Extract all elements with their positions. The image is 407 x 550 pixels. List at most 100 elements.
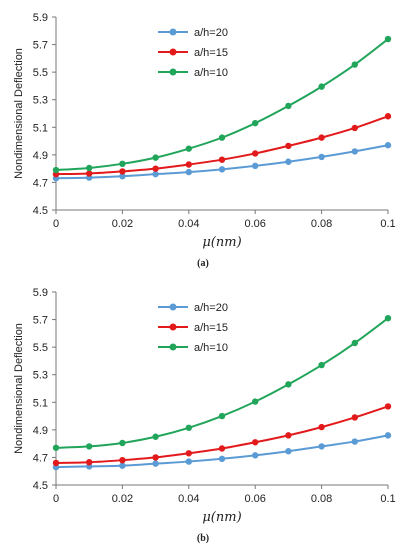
chart-b-y-tick-label: 5.5 xyxy=(33,342,48,354)
chart-a-svg: 4.5 4.7 4.9 5.1 5.3 5.5 5.7 5.9 0 0.02 0.04 0.06 0.0… xyxy=(13,12,396,269)
chart-a-data-point xyxy=(252,162,259,170)
chart-a-data-point xyxy=(285,102,292,110)
chart-a-y-tick-label: 5.9 xyxy=(33,12,48,24)
chart-b-x-tick-label: 0 xyxy=(53,493,59,505)
chart-b-data-point xyxy=(384,314,392,322)
chart-b-data-point xyxy=(252,452,259,459)
chart-b-data-point xyxy=(86,459,93,466)
chart-b-data-point xyxy=(351,438,358,445)
chart-a-data-point xyxy=(86,170,93,177)
chart-a-xlabel: μ(nm) xyxy=(202,235,241,250)
chart-a-y-tick-label: 5.1 xyxy=(33,122,48,134)
chart-b-y-tick-label: 4.5 xyxy=(33,480,48,492)
chart-b-data-point xyxy=(152,433,159,440)
chart-b-data-point xyxy=(218,445,226,452)
chart-a-data-point xyxy=(351,61,358,68)
chart-a-data-point xyxy=(218,156,226,163)
chart-b-data-point xyxy=(384,403,392,410)
chart-b-data-point xyxy=(285,432,292,439)
chart-b-data-point xyxy=(318,361,325,369)
chart-b-ylabel: Nondimensional Deflection xyxy=(13,323,25,454)
chart-a-data-point xyxy=(285,142,292,150)
chart-a-legend-label: a/h=20 xyxy=(194,27,228,39)
chart-b-x-tick-label: 0.04 xyxy=(178,493,199,505)
chart-a-legend-marker xyxy=(169,48,177,56)
chart-a-data-point xyxy=(218,166,226,173)
chart-b-data-point xyxy=(119,439,126,447)
chart-b-data-point xyxy=(318,443,325,450)
chart-a-data-point xyxy=(86,164,93,172)
chart-a-y-tick-label: 5.5 xyxy=(33,67,48,79)
chart-a-data-point xyxy=(185,161,192,168)
chart-b-legend-marker xyxy=(169,343,177,351)
chart-b-x-tick-label: 0.1 xyxy=(380,493,395,505)
chart-a-x-tick-label: 0 xyxy=(53,218,59,230)
chart-b-data-point xyxy=(351,414,358,421)
chart-b-data-point xyxy=(152,454,159,461)
chart-b-series-line xyxy=(55,317,389,449)
chart-b-data-point xyxy=(252,439,259,446)
chart-a-data-point xyxy=(152,165,159,172)
chart-b-y-tick-label: 5.1 xyxy=(33,397,48,409)
chart-panel-b: 4.5 4.7 4.9 5.1 5.3 5.5 5.7 5.9 0 0.02 0.04 0.06 0.0… xyxy=(0,275,407,550)
chart-a-caption: (a) xyxy=(197,258,209,269)
chart-b-data-point xyxy=(52,444,60,451)
chart-a-data-point xyxy=(252,150,259,157)
chart-a-x-tick-label: 0.04 xyxy=(178,218,199,230)
chart-b-y-tick-label: 4.9 xyxy=(33,425,48,437)
chart-a-y-tick-label: 4.7 xyxy=(33,177,48,189)
chart-a-data-point xyxy=(152,154,159,161)
chart-b-data-point xyxy=(119,462,126,469)
chart-a-data-point xyxy=(285,158,292,165)
chart-a-data-point xyxy=(152,170,159,178)
chart-a-y-tick-label: 4.9 xyxy=(33,150,48,162)
chart-b-caption: (b) xyxy=(197,533,209,544)
chart-a-data-point xyxy=(318,153,325,161)
chart-b-legend-marker xyxy=(169,323,177,331)
chart-b-data-point xyxy=(351,339,358,347)
chart-b-data-point xyxy=(86,443,93,450)
chart-a-data-point xyxy=(185,168,192,176)
chart-b-y-tick-label: 5.9 xyxy=(33,287,48,299)
chart-a-data-point xyxy=(384,142,392,149)
chart-b-data-point xyxy=(285,381,292,388)
chart-a-legend-label: a/h=15 xyxy=(194,47,228,59)
chart-a-data-point xyxy=(119,160,126,168)
chart-a-data-point xyxy=(119,173,126,180)
chart-b-data-point xyxy=(384,432,392,439)
chart-a-x-tick-label: 0.08 xyxy=(311,218,332,230)
chart-a-data-point xyxy=(185,145,192,152)
chart-a-y-tick-label: 5.3 xyxy=(33,95,48,107)
chart-a-x-tick-label: 0.02 xyxy=(112,218,133,230)
chart-b-y-tick-label: 5.7 xyxy=(33,315,48,327)
chart-b-xlabel: μ(nm) xyxy=(202,510,241,525)
chart-a-x-tick-label: 0.1 xyxy=(380,218,395,230)
chart-a-y-tick-label: 5.7 xyxy=(33,40,48,52)
chart-a-data-point xyxy=(351,148,358,155)
chart-b-legend-marker xyxy=(169,303,177,311)
chart-b-legend-label: a/h=10 xyxy=(194,342,228,354)
chart-b-svg: 4.5 4.7 4.9 5.1 5.3 5.5 5.7 5.9 0 0.02 0.04 0.06 0.0… xyxy=(13,287,396,544)
chart-panel-a: 4.5 4.7 4.9 5.1 5.3 5.5 5.7 5.9 0 0.02 0.04 0.06 0.0… xyxy=(13,12,396,269)
chart-b-data-point xyxy=(285,448,292,455)
chart-a-x-tick-label: 0.06 xyxy=(244,218,265,230)
chart-a-legend-marker xyxy=(169,68,177,76)
chart-b-data-point xyxy=(185,450,192,457)
chart-a-data-point xyxy=(52,166,60,174)
chart-b-y-tick-label: 5.3 xyxy=(33,370,48,382)
chart-a-ylabel: Nondimensional Deflection xyxy=(13,48,25,179)
chart-b-y-tick-label: 4.7 xyxy=(33,452,48,464)
chart-b-data-point xyxy=(185,424,192,431)
chart-a-data-point xyxy=(119,168,126,175)
chart-b-data-point xyxy=(152,460,159,467)
chart-a-data-point xyxy=(318,134,325,141)
chart-b-x-tick-label: 0.08 xyxy=(311,493,332,505)
chart-b-data-point xyxy=(185,458,192,465)
chart-b-data-point xyxy=(252,398,259,405)
chart-b-legend-label: a/h=20 xyxy=(194,302,228,314)
chart-a-data-point xyxy=(252,119,259,127)
chart-b-data-point xyxy=(119,456,126,464)
chart-b-data-point xyxy=(218,455,226,463)
chart-b-legend-label: a/h=15 xyxy=(194,322,228,334)
chart-a-legend-label: a/h=10 xyxy=(194,67,228,79)
